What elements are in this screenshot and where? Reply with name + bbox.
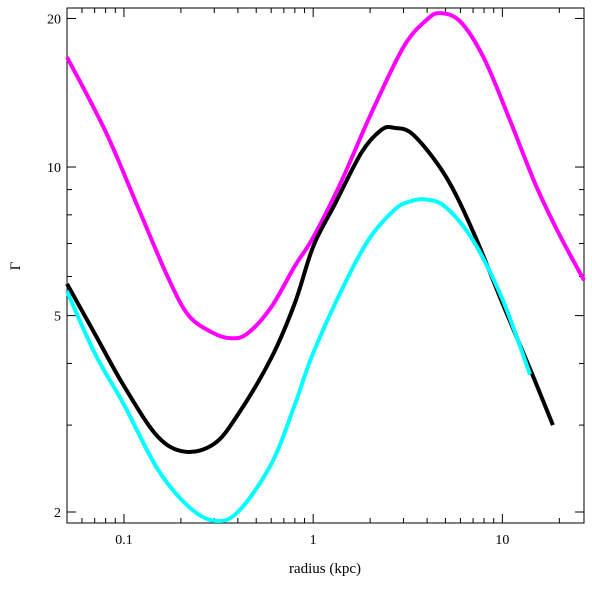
y-tick-label: 10 xyxy=(47,161,61,176)
y-tick-label: 5 xyxy=(54,310,61,325)
y-tick-label: 20 xyxy=(47,12,61,27)
x-axis-label: radius (kpc) xyxy=(289,561,361,577)
y-tick-label: 2 xyxy=(54,506,61,521)
axis-ticks xyxy=(66,8,584,523)
x-tick-label: 1 xyxy=(310,533,317,548)
x-tick-label: 10 xyxy=(495,533,509,548)
series-line-1 xyxy=(65,124,555,454)
plot-frame xyxy=(66,7,585,524)
x-tick-label: 0.1 xyxy=(115,533,133,548)
tick-labels: 0.1 1 10 2 5 10 20 xyxy=(47,12,509,548)
series-line-2 xyxy=(65,197,532,524)
series-lines xyxy=(65,11,586,524)
series-line-0 xyxy=(65,11,586,341)
y-axis-label: Γ xyxy=(8,261,24,270)
